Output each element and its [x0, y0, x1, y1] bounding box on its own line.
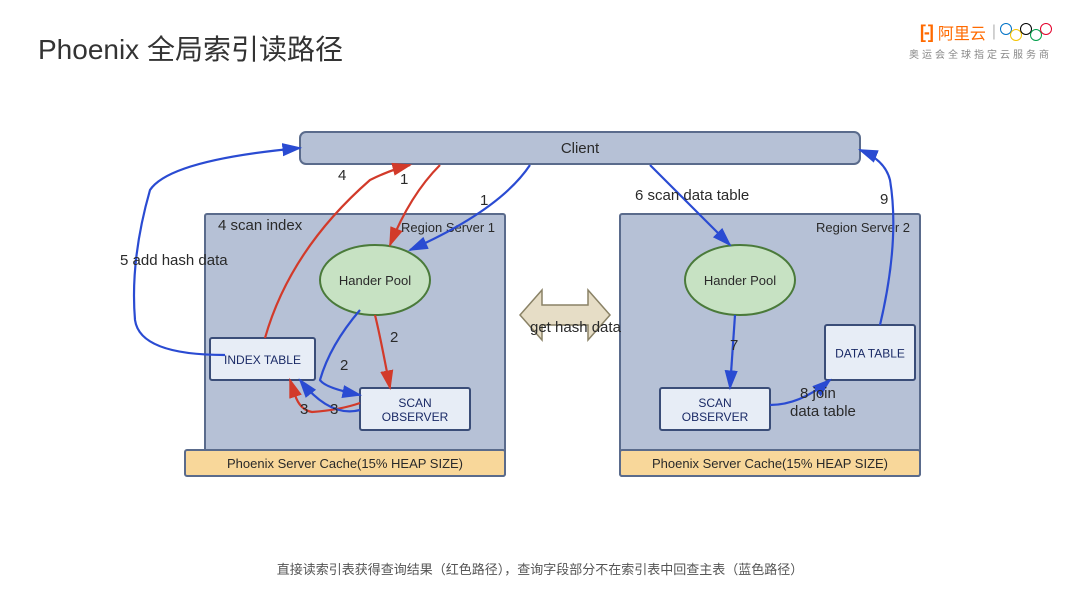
brand-tagline: 奥运会全球指定云服务商 [909, 46, 1052, 61]
svg-text:SCAN: SCAN [698, 396, 731, 410]
svg-text:data table: data table [790, 403, 856, 420]
diagram-caption: 直接读索引表获得查询结果（红色路径），查询字段部分不在索引表中回查主表（蓝色路径… [0, 559, 1080, 578]
svg-text:7: 7 [730, 337, 738, 354]
brand-block: [-] 阿里云 | 奥运会全球指定云服务商 [909, 20, 1052, 61]
svg-text:Phoenix Server Cache(15% HEAP: Phoenix Server Cache(15% HEAP SIZE) [227, 456, 463, 471]
brand-name: 阿里云 [938, 20, 986, 44]
olympic-rings-icon [1002, 23, 1052, 41]
svg-text:Region Server 2: Region Server 2 [816, 220, 910, 235]
svg-text:2: 2 [390, 329, 398, 346]
brand-icon: [-] [920, 22, 932, 43]
svg-text:Hander Pool: Hander Pool [339, 273, 411, 288]
svg-text:4: 4 [338, 167, 346, 184]
page-title: Phoenix 全局索引读路径 [38, 28, 343, 68]
svg-text:SCAN: SCAN [398, 396, 431, 410]
svg-text:OBSERVER: OBSERVER [382, 410, 449, 424]
svg-text:1: 1 [400, 171, 408, 188]
svg-text:3: 3 [300, 401, 308, 418]
svg-text:8 join: 8 join [800, 385, 836, 402]
svg-text:DATA TABLE: DATA TABLE [835, 347, 905, 361]
architecture-diagram: Client Region Server 1 Region Server 2 Phoe… [90, 120, 990, 500]
svg-text:Hander Pool: Hander Pool [704, 273, 776, 288]
svg-text:3: 3 [330, 401, 338, 418]
svg-text:Phoenix Server Cache(15% HEAP: Phoenix Server Cache(15% HEAP SIZE) [652, 456, 888, 471]
svg-text:Region Server 1: Region Server 1 [401, 220, 495, 235]
svg-text:4 scan index: 4 scan index [218, 217, 303, 234]
brand-separator: | [992, 23, 996, 41]
svg-text:Client: Client [561, 140, 600, 157]
svg-text:5 add hash data: 5 add hash data [120, 252, 228, 269]
svg-text:get hash data: get hash data [530, 319, 622, 336]
svg-text:1: 1 [480, 192, 488, 209]
svg-text:OBSERVER: OBSERVER [682, 410, 749, 424]
svg-text:9: 9 [880, 191, 888, 208]
svg-text:2: 2 [340, 357, 348, 374]
svg-text:INDEX TABLE: INDEX TABLE [224, 353, 301, 367]
svg-text:6 scan data table: 6 scan data table [635, 187, 749, 204]
